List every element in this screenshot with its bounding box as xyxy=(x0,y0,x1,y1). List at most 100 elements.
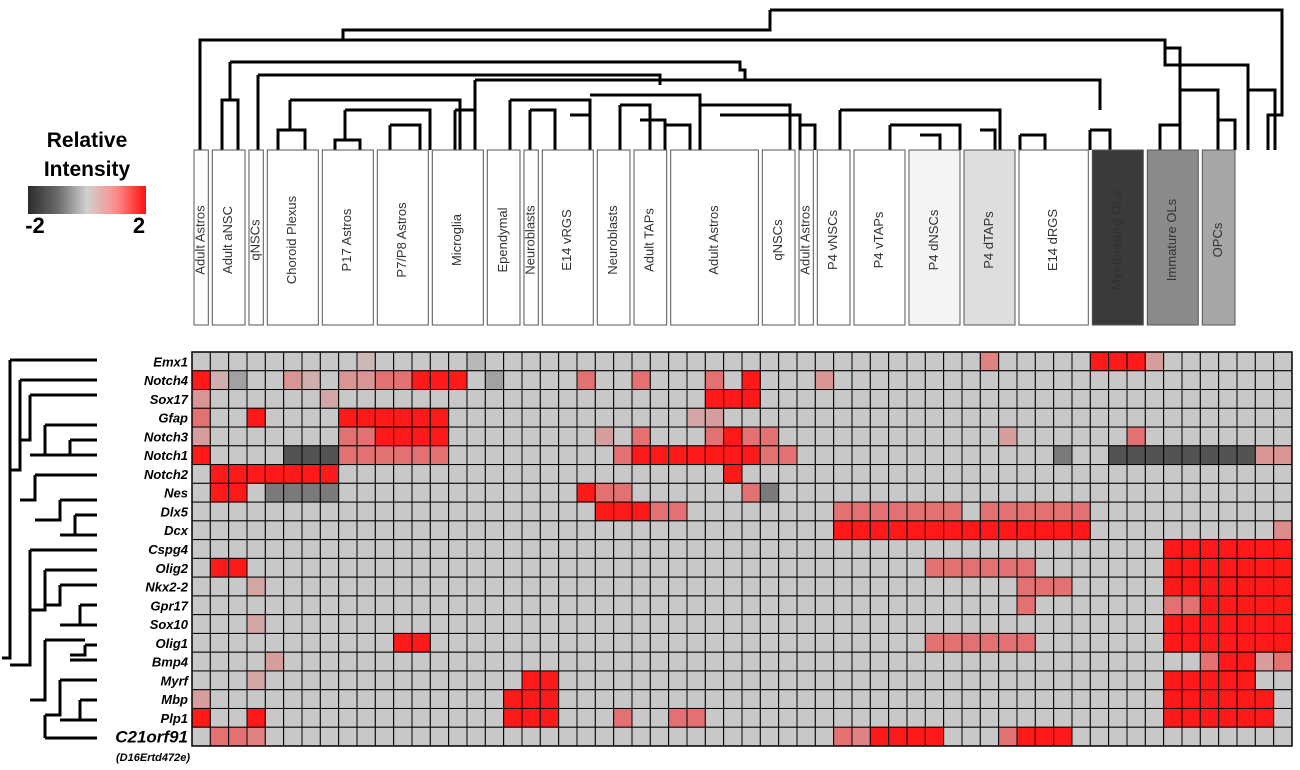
heatmap-cell xyxy=(979,520,1000,541)
heatmap-cell xyxy=(906,557,926,578)
heatmap-cell xyxy=(888,520,908,541)
heatmap-cell xyxy=(466,464,486,484)
heatmap-cell xyxy=(338,482,358,503)
heatmap-cell xyxy=(979,670,1000,691)
heatmap-cell xyxy=(851,501,871,522)
heatmap-cell xyxy=(338,595,358,616)
heatmap-cell xyxy=(576,707,596,728)
heatmap-cell xyxy=(393,576,413,597)
heatmap-cell xyxy=(1108,670,1128,691)
heatmap-cell xyxy=(943,576,963,597)
heatmap-cell xyxy=(411,614,431,634)
heatmap-cell xyxy=(1236,689,1256,709)
heatmap-cell xyxy=(1163,651,1183,672)
heatmap-cell xyxy=(338,501,358,522)
heatmap-cell xyxy=(191,370,211,391)
heatmap-cell xyxy=(741,689,761,709)
heatmap-cell xyxy=(246,370,266,391)
heatmap-cell xyxy=(429,520,450,541)
heatmap-cell xyxy=(906,632,926,653)
heatmap-cell xyxy=(338,520,358,541)
heatmap-cell xyxy=(888,407,908,428)
heatmap-cell xyxy=(1071,426,1091,447)
heatmap-cell xyxy=(943,707,963,728)
heatmap-cell xyxy=(338,389,358,409)
heatmap-cell xyxy=(1273,389,1293,409)
heatmap-cell xyxy=(283,707,303,728)
heatmap-cell xyxy=(1199,707,1220,728)
heatmap-cell xyxy=(558,539,578,559)
heatmap-cell xyxy=(979,407,1000,428)
heatmap-cell xyxy=(924,482,945,503)
heatmap-cell xyxy=(649,670,670,691)
heatmap-cell xyxy=(356,351,376,372)
heatmap-cell xyxy=(1218,407,1238,428)
heatmap-cell xyxy=(338,726,358,747)
cell-type-box xyxy=(853,149,906,326)
heatmap-cell xyxy=(246,501,266,522)
heatmap-cell xyxy=(631,651,651,672)
heatmap-cell xyxy=(906,707,926,728)
heatmap-cell xyxy=(778,632,798,653)
heatmap-cell xyxy=(1053,651,1073,672)
heatmap-cell xyxy=(796,539,816,559)
heatmap-cell xyxy=(814,651,835,672)
heatmap-cell xyxy=(851,557,871,578)
heatmap-cell xyxy=(943,726,963,747)
heatmap-cell xyxy=(521,632,541,653)
heatmap-cell xyxy=(704,370,725,391)
cell-type-column-1: Adult aNSC xyxy=(211,149,246,326)
heatmap-cell xyxy=(1126,557,1146,578)
heatmap-cell xyxy=(1034,501,1055,522)
heatmap-cell xyxy=(411,482,431,503)
heatmap-cell xyxy=(374,707,395,728)
cell-type-label: qNSCs xyxy=(248,219,263,261)
heatmap-cell xyxy=(1163,370,1183,391)
heatmap-cell xyxy=(1126,632,1146,653)
cell-type-box xyxy=(486,149,521,326)
heatmap-cell xyxy=(613,482,633,503)
heatmap-cell xyxy=(943,689,963,709)
gene-label-notch3: Notch3 xyxy=(144,429,189,444)
heatmap-cell xyxy=(209,651,230,672)
heatmap-cell xyxy=(851,520,871,541)
heatmap-cell xyxy=(631,464,651,484)
heatmap-cell xyxy=(466,501,486,522)
heatmap-cell xyxy=(1071,726,1091,747)
heatmap-cell xyxy=(374,426,395,447)
heatmap-cell xyxy=(668,557,688,578)
heatmap-cell xyxy=(961,539,981,559)
heatmap-cell xyxy=(1236,632,1256,653)
heatmap-cell xyxy=(851,595,871,616)
heatmap-cell xyxy=(869,464,890,484)
heatmap-cell xyxy=(723,351,743,372)
heatmap-cell xyxy=(686,614,706,634)
heatmap-cell xyxy=(741,520,761,541)
heatmap-cell xyxy=(1163,389,1183,409)
heatmap-cell xyxy=(961,501,981,522)
heatmap-cell xyxy=(301,632,321,653)
heatmap-cell xyxy=(503,576,523,597)
heatmap-cell xyxy=(1089,426,1110,447)
heatmap-cell xyxy=(998,557,1018,578)
heatmap-cell xyxy=(484,501,505,522)
heatmap-cell xyxy=(448,595,468,616)
heatmap-cell xyxy=(778,520,798,541)
heatmap-cell xyxy=(704,576,725,597)
heatmap-cell xyxy=(558,501,578,522)
heatmap-cell xyxy=(191,520,211,541)
cell-type-label: P4 vNSCs xyxy=(825,210,840,270)
heatmap-cell xyxy=(1236,670,1256,691)
heatmap-cell xyxy=(668,726,688,747)
heatmap-cell xyxy=(356,632,376,653)
heatmap-cell xyxy=(814,501,835,522)
heatmap-cell xyxy=(1144,482,1165,503)
heatmap-cell xyxy=(228,576,248,597)
heatmap-cell xyxy=(411,389,431,409)
heatmap-cell xyxy=(576,426,596,447)
heatmap-cell xyxy=(484,726,505,747)
heatmap-cell xyxy=(1016,370,1036,391)
heatmap-cell xyxy=(759,557,780,578)
heatmap-cell xyxy=(1144,707,1165,728)
heatmap-cell xyxy=(1126,595,1146,616)
